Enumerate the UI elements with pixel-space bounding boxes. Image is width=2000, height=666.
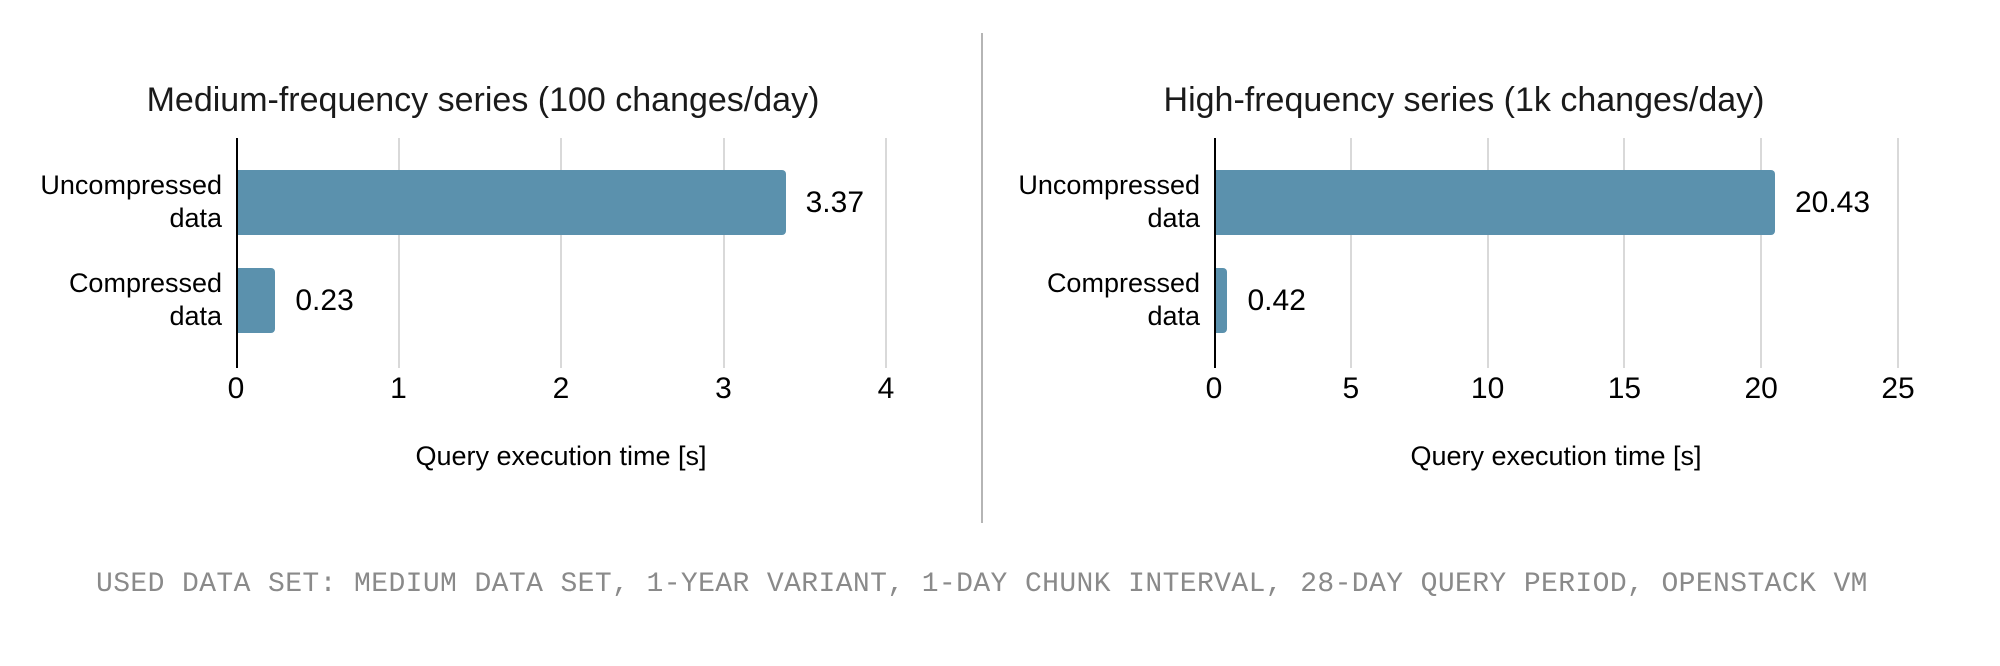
gridline: [1897, 138, 1899, 368]
bar-compressed-data: [1216, 268, 1228, 333]
x-tick-label: 4: [877, 372, 895, 405]
category-label: Uncompressed data: [1018, 170, 1200, 233]
x-tick-label: 1: [390, 372, 407, 405]
value-label: 0.23: [295, 284, 354, 317]
x-tick-label: 0: [1205, 372, 1223, 405]
x-tick-label: 5: [1342, 372, 1360, 405]
bar-uncompressed-data: [238, 170, 786, 235]
gridline: [1486, 138, 1489, 368]
chart-title-medium-frequency: Medium-frequency series (100 changes/day…: [146, 81, 820, 119]
chart-title-high-frequency: High-frequency series (1k changes/day): [1163, 81, 1765, 119]
bar-uncompressed-data: [1216, 170, 1775, 235]
chart-panel-high-frequency: High-frequency series (1k changes/day) 2…: [982, 0, 2000, 560]
category-label: Compressed data: [68, 268, 222, 331]
value-label: 20.43: [1794, 186, 1871, 219]
gridline: [722, 138, 725, 368]
gridline: [397, 138, 400, 368]
panel-divider: [981, 33, 983, 523]
value-label: 3.37: [805, 186, 865, 219]
x-tick-label: 3: [715, 372, 732, 405]
x-tick-label: 2: [552, 372, 570, 405]
gridline: [885, 138, 887, 368]
y-axis-line: [1214, 138, 1216, 368]
x-tick-label: 0: [227, 372, 245, 405]
x-tick-label: 25: [1881, 372, 1915, 405]
gridline: [1760, 138, 1763, 368]
x-tick-label: 10: [1470, 372, 1505, 405]
gridline: [560, 138, 562, 368]
dataset-caption: USED DATA SET: MEDIUM DATA SET, 1-YEAR V…: [96, 569, 1868, 600]
x-axis-title-high-frequency: Query execution time [s]: [1410, 441, 1702, 471]
value-label: 0.42: [1247, 284, 1306, 317]
plot-area-high-frequency: 20.43 0.42: [1214, 138, 1899, 368]
gridline: [1349, 138, 1352, 368]
gridline: [1623, 138, 1626, 368]
plot-area-medium-frequency: 3.37 0.23: [236, 138, 887, 368]
bar-compressed-data: [238, 268, 276, 333]
x-axis-title-medium-frequency: Query execution time [s]: [415, 441, 707, 471]
x-tick-label: 20: [1744, 372, 1778, 405]
category-label: Uncompressed data: [40, 170, 222, 233]
y-axis-line: [236, 138, 238, 368]
chart-panel-medium-frequency: Medium-frequency series (100 changes/day…: [0, 0, 982, 560]
category-label: Compressed data: [1046, 268, 1200, 331]
x-tick-label: 15: [1607, 372, 1642, 405]
